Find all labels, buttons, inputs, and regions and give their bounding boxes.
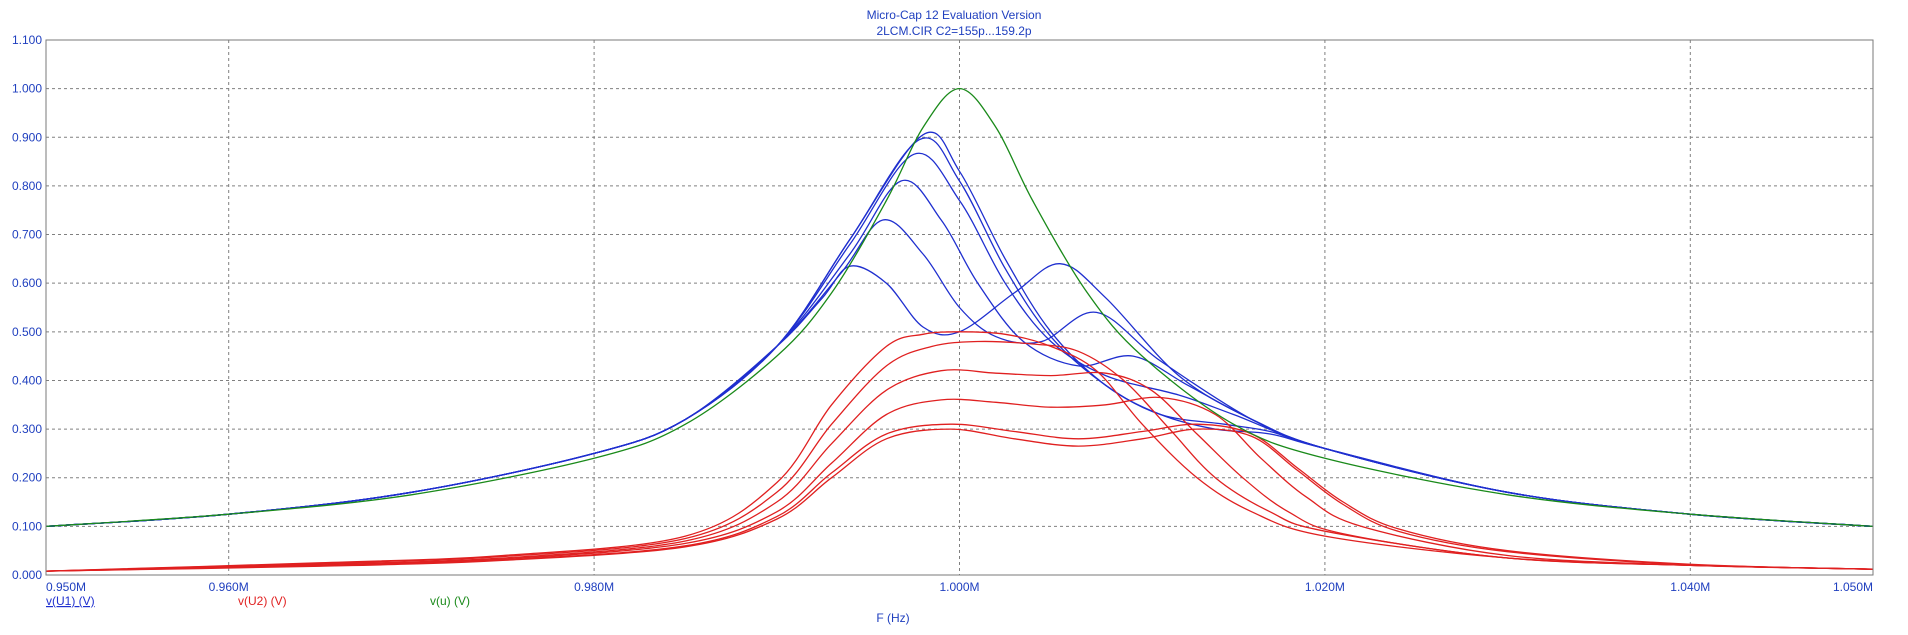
series-line-u2-9 <box>45 369 1874 572</box>
x-axis-ticks: 0.950M 0.960M 0.980M 1.000M 1.020M 1.040M 1.05… <box>46 580 1873 594</box>
series-group-u <box>45 87 1874 528</box>
series-line-u2-12 <box>45 428 1874 572</box>
series-line-u1-6 <box>45 131 1874 528</box>
series-group-u1 <box>45 131 1874 528</box>
x-tick-label: 1.050M <box>1833 580 1873 594</box>
y-tick-label: 0.400 <box>12 373 42 387</box>
x-tick-label: 1.040M <box>1670 580 1710 594</box>
chart-title: Micro-Cap 12 Evaluation Version <box>867 8 1042 22</box>
y-tick-label: 0.900 <box>12 130 42 144</box>
y-tick-label: 0.100 <box>12 519 42 533</box>
y-axis-ticks: 0.000 0.100 0.200 0.300 0.400 0.500 0.600 0.700… <box>12 33 42 582</box>
legend-u1: v(U1) (V) <box>46 594 95 608</box>
legend-u2: v(U2) (V) <box>238 594 287 608</box>
series-line-u2-7 <box>45 331 1874 572</box>
x-tick-label: 0.960M <box>209 580 249 594</box>
x-tick-label: 0.950M <box>46 580 86 594</box>
y-tick-label: 0.600 <box>12 276 42 290</box>
plot-frame <box>45 39 1874 576</box>
series-line-u-0 <box>45 87 1874 528</box>
x-tick-label: 1.020M <box>1305 580 1345 594</box>
y-tick-label: 0.700 <box>12 228 42 242</box>
y-tick-label: 0.000 <box>12 568 42 582</box>
y-tick-label: 0.500 <box>12 325 42 339</box>
y-tick-label: 1.100 <box>12 33 42 47</box>
y-tick-label: 0.200 <box>12 471 42 485</box>
x-tick-label: 0.980M <box>574 580 614 594</box>
chart-subtitle: 2LCM.CIR C2=155p...159.2p <box>876 24 1031 38</box>
legend-u: v(u) (V) <box>430 594 470 608</box>
series-group-u2 <box>45 331 1874 572</box>
y-tick-label: 0.800 <box>12 179 42 193</box>
y-tick-label: 1.000 <box>12 82 42 96</box>
y-tick-label: 0.300 <box>12 422 42 436</box>
x-tick-label: 1.000M <box>939 580 979 594</box>
x-axis-label: F (Hz) <box>876 611 909 625</box>
series-line-u2-10 <box>45 396 1874 572</box>
